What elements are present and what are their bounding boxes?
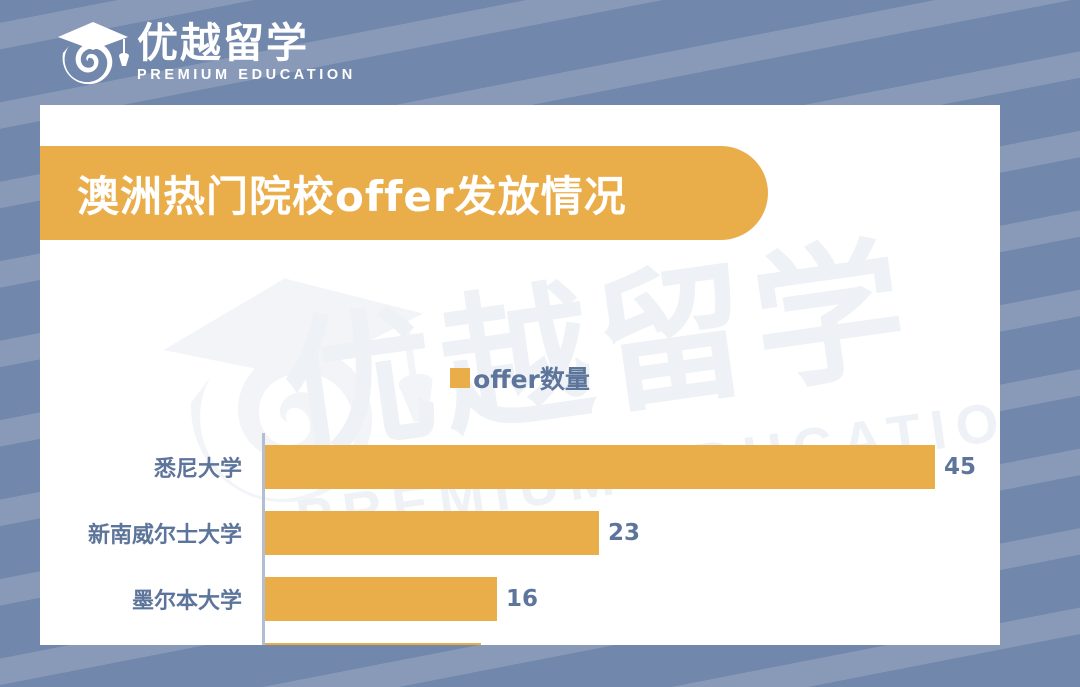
category-label-1: 新南威尔士大学 — [87, 523, 242, 548]
brand-header: 优越留学 PREMIUM EDUCATION — [0, 0, 1080, 105]
bar-1[interactable] — [265, 511, 599, 555]
chart-row-3: 澳洲国立大学 15 — [40, 643, 1000, 645]
bar-2[interactable] — [265, 577, 497, 621]
graduation-cap-logo-icon — [55, 20, 131, 86]
bar-value-2: 16 — [506, 586, 539, 612]
chart-title-banner: 澳洲热门院校offer发放情况 — [40, 146, 768, 240]
bar-value-1: 23 — [608, 520, 641, 546]
chart-row-2: 墨尔本大学 16 — [40, 577, 1000, 621]
chart-row-1: 新南威尔士大学 23 — [40, 511, 1000, 555]
legend-swatch-icon — [450, 368, 471, 388]
legend-label: offer数量 — [473, 365, 590, 394]
bar-chart: 悉尼大学 45 新南威尔士大学 23 墨尔本大学 16 澳洲国立大学 — [40, 337, 1000, 645]
brand-name-en: PREMIUM EDUCATION — [137, 67, 356, 83]
category-label-2: 墨尔本大学 — [131, 589, 242, 614]
chart-legend: offer数量 — [40, 360, 1000, 396]
bar-0[interactable] — [265, 445, 935, 489]
bar-3[interactable] — [265, 643, 481, 645]
brand-name-cn: 优越留学 — [137, 19, 309, 67]
category-axis-line — [262, 433, 265, 645]
page-title: 澳洲热门院校offer发放情况 — [77, 171, 627, 221]
legend-item-offer-count[interactable]: offer数量 — [450, 360, 590, 396]
chart-row-0: 悉尼大学 45 — [40, 445, 1000, 489]
bar-value-0: 45 — [944, 454, 977, 480]
chart-card: 优越留学 PREMIUM EDUCATION 澳洲热门院校offer发放情况 o… — [40, 105, 1000, 645]
category-label-0: 悉尼大学 — [153, 457, 242, 482]
